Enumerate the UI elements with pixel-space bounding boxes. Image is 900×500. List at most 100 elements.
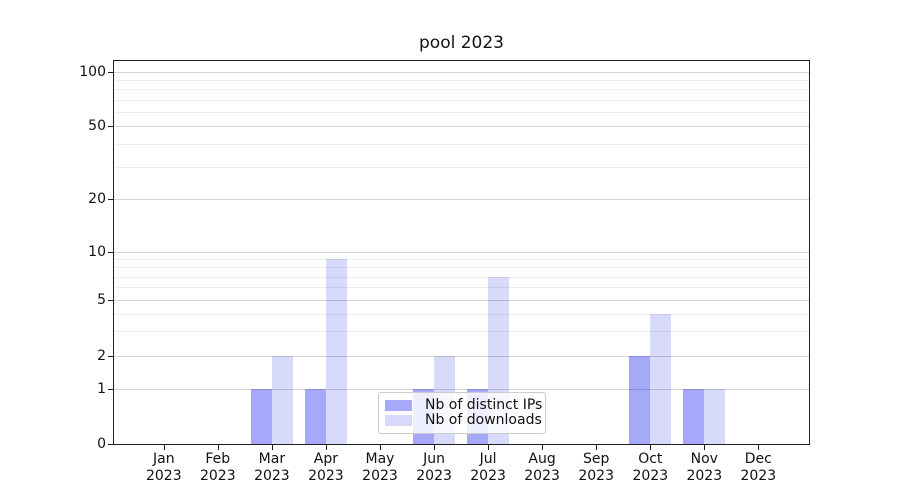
x-tick-month: Jan <box>153 451 175 467</box>
y-tick-mark <box>108 300 113 302</box>
x-tick-label: Aug 2023 <box>512 451 572 484</box>
legend-label-downloads: Nb of downloads <box>425 412 542 428</box>
gridline-minor <box>114 89 809 91</box>
gridline-minor <box>114 166 809 168</box>
gridline-major <box>114 300 809 302</box>
gridline-major <box>114 355 809 357</box>
x-tick-mark <box>542 445 544 450</box>
gridline-major <box>114 198 809 200</box>
x-tick-label: Dec 2023 <box>728 451 788 484</box>
x-tick-month: Feb <box>205 451 231 467</box>
x-tick-mark <box>596 445 598 450</box>
x-tick-year: 2023 <box>632 467 669 484</box>
x-tick-month: Sep <box>582 451 610 467</box>
legend-item-distinct-ips: Nb of distinct IPs <box>385 398 542 413</box>
bar-nb-of-distinct-ips-nov <box>683 388 705 444</box>
x-tick-label: Apr 2023 <box>296 451 356 484</box>
x-tick-year: 2023 <box>362 467 398 484</box>
y-tick-label: 1 <box>97 380 106 397</box>
x-tick-year: 2023 <box>145 467 182 484</box>
x-tick-month: Dec <box>744 451 772 467</box>
legend-label-distinct-ips: Nb of distinct IPs <box>425 397 543 413</box>
gridline-minor <box>114 112 809 113</box>
plot-area: Nb of distinct IPs Nb of downloads 0 1 2 5 1… <box>79 60 810 484</box>
x-tick-label: Sep 2023 <box>566 451 626 484</box>
x-tick-mark <box>434 445 436 450</box>
x-tick-mark <box>650 445 652 450</box>
bar-nb-of-downloads-mar <box>271 355 293 444</box>
y-tick-mark <box>108 126 113 128</box>
bar-nb-of-distinct-ips-apr <box>304 388 326 444</box>
y-tick-mark <box>108 388 113 390</box>
y-tick-mark <box>108 355 113 357</box>
y-tick-label: 20 <box>88 190 106 207</box>
x-tick-mark <box>163 445 165 450</box>
x-tick-mark <box>758 445 760 450</box>
gridline-major <box>114 126 809 128</box>
x-tick-label: Jul 2023 <box>458 451 518 484</box>
x-tick-year: 2023 <box>578 467 614 484</box>
legend-swatch-distinct-ips <box>385 400 412 411</box>
legend-swatch-downloads <box>385 415 412 426</box>
x-tick-label: Jan 2023 <box>134 451 194 484</box>
gridline-minor <box>114 267 809 269</box>
x-tick-year: 2023 <box>470 467 506 484</box>
x-tick-month: Jun <box>423 451 446 467</box>
legend: Nb of distinct IPs Nb of downloads <box>378 392 546 434</box>
y-tick-label: 2 <box>97 347 106 364</box>
x-tick-mark <box>380 445 381 450</box>
y-tick-label: 50 <box>88 118 106 135</box>
y-tick-mark <box>108 198 113 200</box>
x-tick-label: Mar 2023 <box>242 451 302 484</box>
x-tick-label: May 2023 <box>350 451 410 484</box>
chart-title: pool 2023 <box>419 33 504 53</box>
x-tick-month: Nov <box>690 451 718 467</box>
gridline-minor <box>114 143 809 145</box>
gridline-minor <box>114 99 809 101</box>
x-tick-label: Oct 2023 <box>620 451 680 484</box>
x-tick-month: May <box>365 451 395 467</box>
x-tick-mark <box>271 445 273 450</box>
gridline-minor <box>114 80 809 81</box>
x-tick-mark <box>217 445 219 450</box>
y-tick-mark <box>108 71 113 73</box>
gridline-minor <box>114 331 809 333</box>
bar-nb-of-downloads-apr <box>325 259 347 444</box>
x-tick-label: Jun 2023 <box>404 451 464 484</box>
x-tick-year: 2023 <box>308 467 344 484</box>
x-tick-month: Jul <box>479 451 497 467</box>
bar-nb-of-downloads-oct <box>650 313 672 444</box>
gridline-major <box>114 71 809 73</box>
gridline-minor <box>114 287 809 289</box>
x-tick-month: Apr <box>313 451 338 467</box>
x-tick-year: 2023 <box>199 467 236 484</box>
y-tick-label: 0 <box>97 436 106 452</box>
x-tick-mark <box>325 445 327 450</box>
x-tick-month: Mar <box>258 451 286 467</box>
x-tick-label: Nov 2023 <box>674 451 734 484</box>
x-tick-mark <box>488 445 490 450</box>
y-tick-label: 10 <box>88 243 106 260</box>
bar-nb-of-distinct-ips-oct <box>629 355 651 444</box>
y-tick-mark <box>108 444 113 445</box>
y-tick-label: 5 <box>97 292 106 309</box>
gridline-minor <box>114 259 809 260</box>
x-tick-month: Oct <box>638 451 663 467</box>
x-tick-year: 2023 <box>524 467 560 484</box>
bar-nb-of-distinct-ips-mar <box>250 388 272 444</box>
gridline-major <box>114 251 809 253</box>
x-tick-year: 2023 <box>254 467 290 484</box>
x-tick-month: Aug <box>528 451 556 467</box>
x-tick-year: 2023 <box>416 467 452 484</box>
x-tick-label: Feb 2023 <box>188 451 248 484</box>
legend-item-downloads: Nb of downloads <box>385 413 542 428</box>
gridline-minor <box>114 313 809 315</box>
x-tick-mark <box>704 445 706 450</box>
y-tick-label: 100 <box>79 63 106 80</box>
x-tick-year: 2023 <box>740 467 777 484</box>
y-tick-mark <box>108 251 113 253</box>
x-tick-year: 2023 <box>686 467 723 484</box>
gridline-minor <box>114 276 809 278</box>
bar-nb-of-downloads-nov <box>704 388 726 444</box>
